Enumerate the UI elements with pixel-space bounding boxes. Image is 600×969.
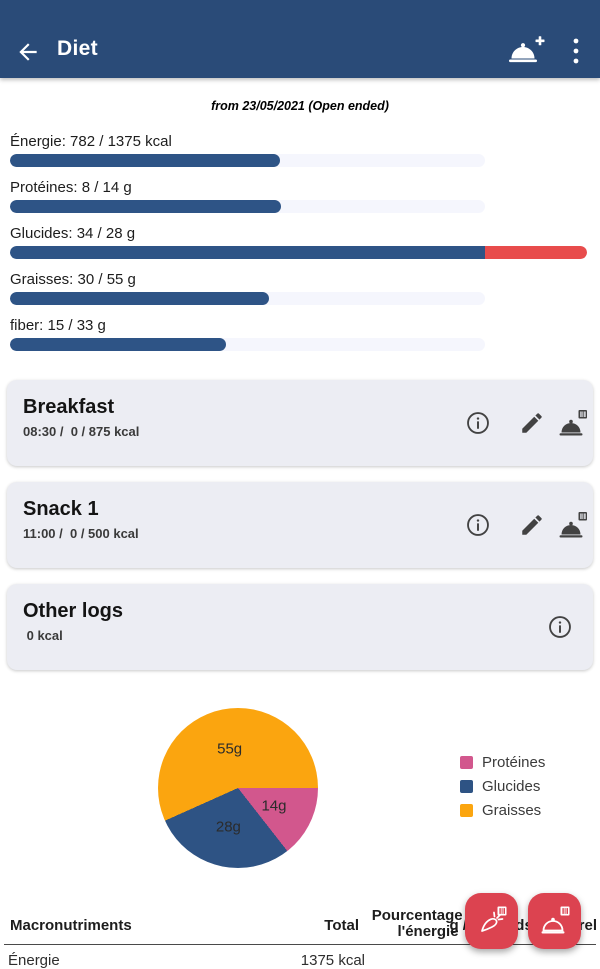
app-bar: Diet [0,0,600,78]
progress-fill [10,246,485,259]
legend-label: Glucides [482,778,541,795]
progress-fill [10,338,226,351]
meal-title: Breakfast [23,396,115,418]
nutrient-fiber: fiber: 15 / 33 g [0,317,600,363]
meal-card-other-logs[interactable]: Other logs 0 kcal [7,584,593,670]
kebab-menu-icon[interactable] [564,33,588,69]
nutrient-fats: Graisses: 30 / 55 g [0,271,600,317]
log-food-icon[interactable] [557,407,589,439]
legend-swatch-glucides [460,780,473,793]
table-header-total: Total [324,917,359,934]
add-meal-icon[interactable] [506,31,546,71]
meal-title: Snack 1 [23,498,99,520]
progress-bar [10,338,485,351]
edit-icon[interactable] [519,512,545,538]
legend-item-proteines: Protéines [460,754,546,771]
log-food-icon[interactable] [557,509,589,541]
progress-bar [10,200,485,213]
edit-icon[interactable] [519,410,545,436]
info-icon[interactable] [465,410,491,436]
progress-fill [10,154,280,167]
legend-item-glucides: Glucides [460,778,545,795]
table-header-macronutriments: Macronutriments [10,917,132,934]
legend-label: Protéines [482,754,546,771]
nutrient-energy: Énergie: 782 / 1375 kcal [0,133,600,179]
progress-overflow [485,246,587,259]
pie-legend: Protéines Glucides Graisses [460,754,546,827]
meal-title: Other logs [23,600,124,622]
macro-pie-chart: 14g 28g 55g [158,708,318,868]
table-header-energy-percentage: Pourcentage de l'énergie [371,907,485,940]
nutrient-label: Glucides: 34 / 28 g [10,225,136,242]
nutrient-label: fiber: 15 / 33 g [10,317,106,334]
nutrient-label: Protéines: 8 / 14 g [10,179,132,196]
info-icon[interactable] [465,512,491,538]
add-meal-log-fab[interactable] [528,893,581,949]
back-arrow-icon[interactable] [15,39,41,65]
progress-fill [10,200,281,213]
progress-bar [10,246,587,259]
carrot-barcode-icon [480,906,506,932]
progress-bar [10,154,485,167]
meal-details: 0 kcal [23,628,63,643]
info-icon[interactable] [547,614,573,640]
meal-card-breakfast[interactable]: Breakfast 08:30 / 0 / 875 kcal [7,380,593,466]
pie-slice-label: 28g [215,818,241,836]
legend-swatch-proteines [460,756,473,769]
diet-date-range: from 23/05/2021 (Open ended) [211,99,389,113]
progress-fill [10,292,269,305]
page-title: Diet [57,37,98,60]
add-food-fab[interactable] [465,893,518,949]
meal-card-snack1[interactable]: Snack 1 11:00 / 0 / 500 kcal [7,482,593,568]
nutrient-progress-section: Énergie: 782 / 1375 kcal Protéines: 8 / … [0,133,600,363]
pie-slice-label: 55g [217,740,243,758]
table-row-energy-total: 1375 kcal [300,952,365,969]
nutrient-label: Graisses: 30 / 55 g [10,271,136,288]
legend-label: Graisses [482,802,542,819]
nutrient-carbs: Glucides: 34 / 28 g [0,225,600,271]
nutrient-proteins: Protéines: 8 / 14 g [0,179,600,225]
dish-barcode-icon [541,906,569,934]
table-divider [4,944,596,945]
table-row-energy-name: Énergie [8,952,60,969]
meal-details: 11:00 / 0 / 500 kcal [23,526,139,541]
nutrient-label: Énergie: 782 / 1375 kcal [10,133,172,150]
progress-bar [10,292,485,305]
legend-item-graisses: Graisses [460,802,545,819]
meal-details: 08:30 / 0 / 875 kcal [23,424,140,439]
pie-slice-label: 14g [261,797,287,815]
legend-swatch-graisses [460,804,473,817]
